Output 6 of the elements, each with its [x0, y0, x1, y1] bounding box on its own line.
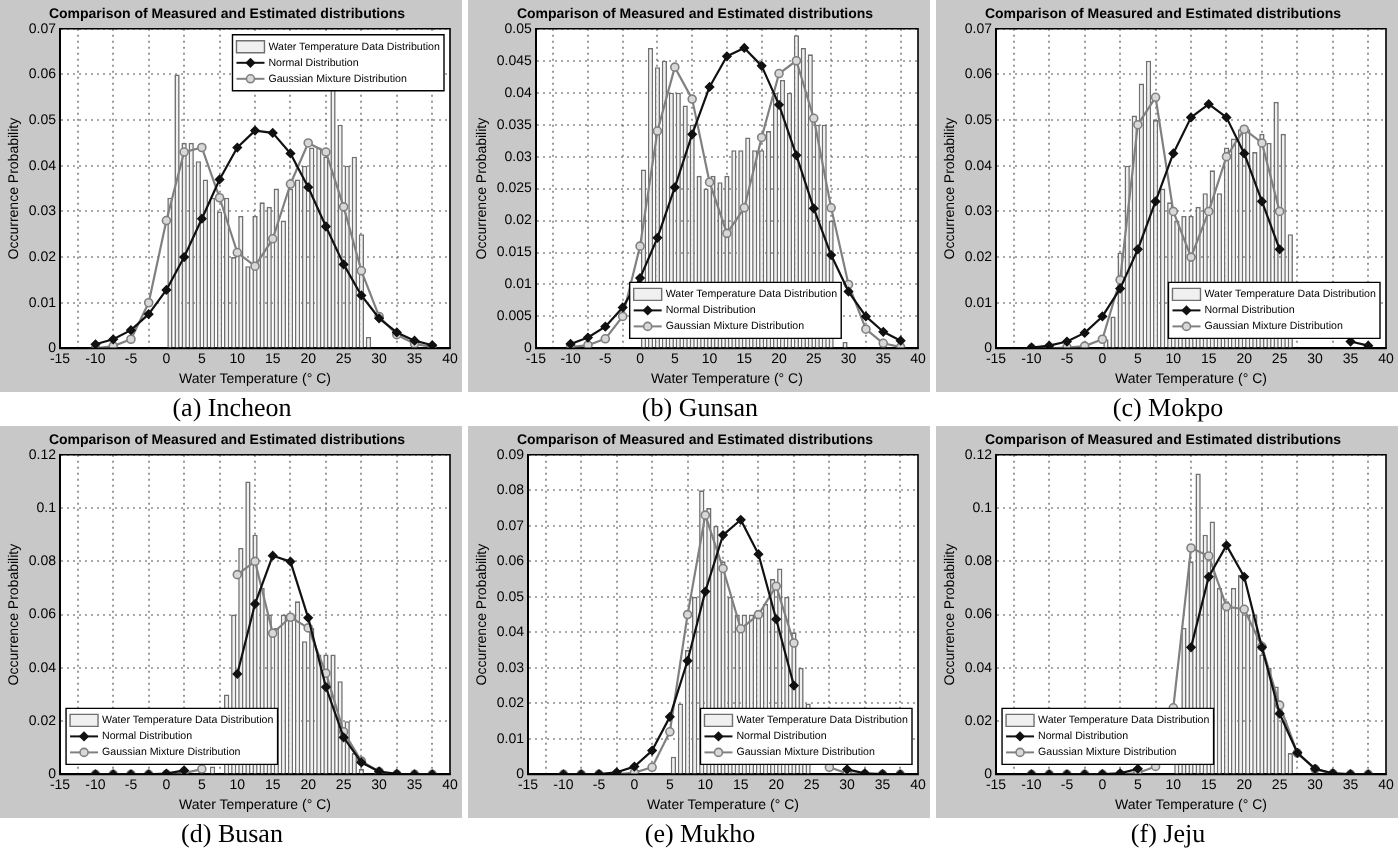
text: (c) Mokpo	[1110, 392, 1226, 422]
text: (f) Jeju	[1128, 818, 1208, 848]
text: (a) Incheon	[170, 392, 294, 422]
text: (b) Gunsan	[639, 392, 761, 422]
text: (e) Mukho	[642, 818, 758, 848]
text: (d) Busan	[179, 818, 285, 848]
